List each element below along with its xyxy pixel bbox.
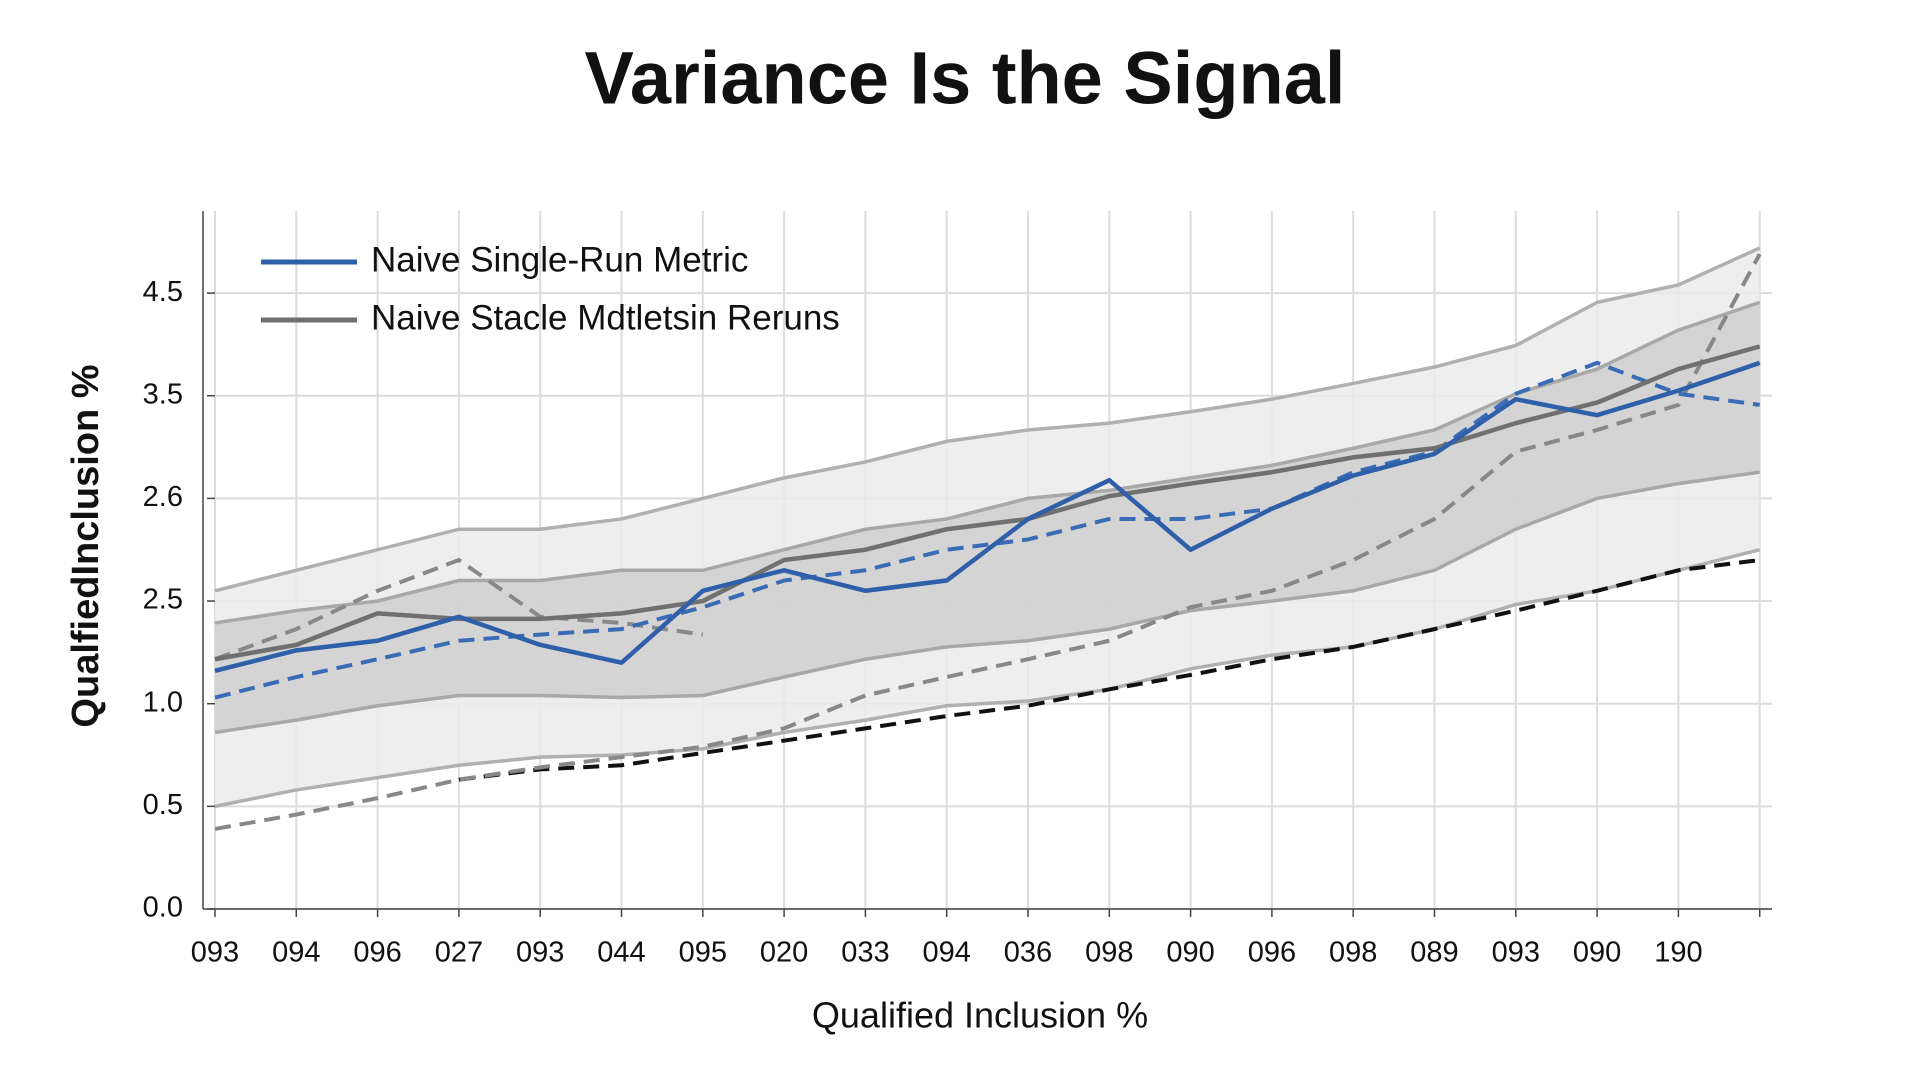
x-tick-label: 096 [353, 937, 401, 969]
x-tick-label: 089 [1410, 937, 1458, 969]
axes: 0.0 0.5 1.0 2.5 2.6 3.5 4.5 093 094 096 027 093 044 0… [143, 211, 1772, 969]
legend-label: Naive Single-Run Metric [371, 240, 748, 279]
y-tick-label: 2.5 [143, 584, 183, 616]
series-line [214, 558, 704, 662]
x-tick-label: 093 [191, 937, 239, 969]
series-line [214, 253, 1762, 831]
series-line [458, 558, 1760, 782]
y-tick-label: 2.6 [143, 481, 183, 513]
x-tick-label: 098 [1085, 937, 1133, 969]
x-tick-label: 027 [435, 937, 483, 969]
x-tick-label: 020 [760, 937, 808, 969]
lines [214, 253, 1762, 831]
band-edge [214, 246, 1761, 593]
x-tick-label: 093 [1492, 937, 1540, 969]
series-line [214, 360, 1761, 674]
bands [214, 246, 1761, 809]
x-tick-label: 036 [1004, 937, 1052, 969]
x-tick-label: 190 [1654, 937, 1702, 969]
y-axis-label: QualfiedInclusion % [65, 364, 107, 727]
series-line [214, 360, 1760, 700]
x-tick-label: 094 [923, 937, 971, 969]
legend: Naive Single-Run Metric Naive Stacle Mdtl… [261, 240, 840, 337]
chart-title: Variance Is the Signal [585, 37, 1346, 120]
x-tick-label: 094 [272, 937, 320, 969]
x-tick-label: 033 [841, 937, 889, 969]
y-tick-label: 0.5 [143, 789, 183, 821]
series-line [214, 344, 1761, 662]
band-edge [214, 300, 1761, 625]
band-edge [214, 470, 1760, 735]
y-tick-label: 0.0 [143, 892, 183, 924]
x-tick-label: 090 [1573, 937, 1621, 969]
x-tick-label: 090 [1166, 937, 1214, 969]
y-tick-label: 3.5 [143, 378, 183, 410]
band-edge [214, 548, 1761, 809]
x-tick-label: 093 [516, 937, 564, 969]
y-tick-label: 1.0 [143, 686, 183, 718]
band [215, 302, 1760, 733]
y-tick-label: 4.5 [143, 276, 183, 308]
legend-label: Naive Stacle Mdtletsin Reruns [371, 298, 840, 337]
x-tick-label: 095 [679, 937, 727, 969]
x-axis-label: Qualified Inclusion % [812, 995, 1148, 1036]
x-tick-label: 096 [1248, 937, 1296, 969]
x-tick-label: 098 [1329, 937, 1377, 969]
x-tick-label: 044 [597, 937, 645, 969]
